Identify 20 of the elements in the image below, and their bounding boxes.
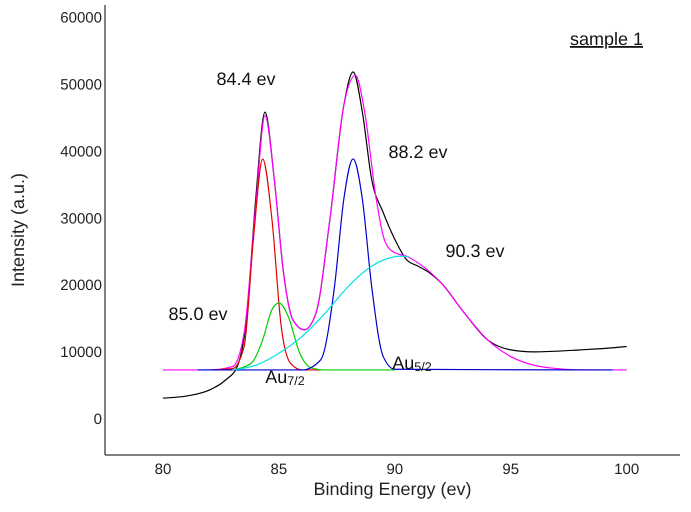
- annotation: 85.0 ev: [168, 304, 228, 324]
- annotation: sample 1: [570, 28, 643, 49]
- y-tick-label: 0: [94, 411, 102, 428]
- annotation: Au$_{7/2}$: [265, 366, 305, 388]
- annotation: 90.3 ev: [445, 240, 505, 261]
- y-tick-label: 40000: [60, 143, 102, 160]
- annotation: 84.4 ev: [216, 68, 276, 89]
- y-tick-label: 20000: [60, 277, 102, 294]
- x-tick-label: 95: [502, 460, 520, 478]
- annotation: 88.2 ev: [388, 142, 448, 162]
- x-tick-label: 100: [614, 460, 640, 478]
- y-tick-label: 50000: [60, 76, 102, 94]
- x-tick-label: 90: [386, 460, 404, 478]
- y-tick-label: 30000: [60, 210, 102, 228]
- x-tick-label: 85: [270, 460, 288, 478]
- x-axis-title: Binding Energy (ev): [313, 479, 472, 499]
- x-tick-label: 80: [154, 460, 172, 478]
- y-axis-title: Intensity (a.u.): [8, 172, 28, 288]
- y-tick-label: 10000: [60, 344, 102, 362]
- y-tick-label: 60000: [60, 9, 102, 26]
